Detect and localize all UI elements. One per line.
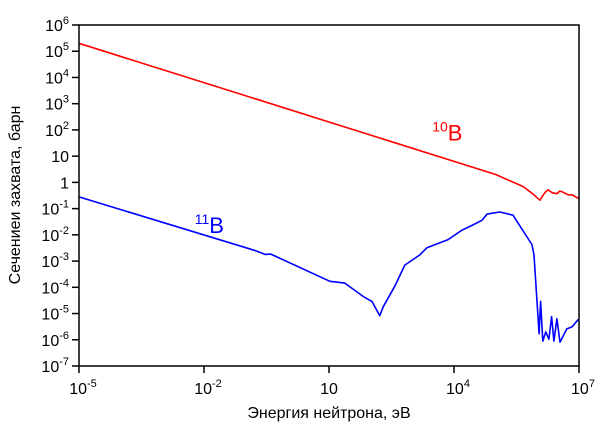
y-tick-label-exponent: -1 [59,199,69,211]
y-tick-label-exponent: 5 [63,41,69,53]
y-tick-label-base: 10 [41,280,59,297]
y-tick-label: 102 [45,120,69,140]
series-line-10B [78,42,580,201]
y-tick-label-exponent: -6 [59,330,69,342]
y-tick-label: 10-2 [41,225,69,245]
y-tick-label: 10 [51,149,69,166]
x-tick-label-exponent: -5 [87,378,97,390]
y-tick-label: 10-7 [41,356,69,376]
x-tick-label: 104 [446,378,470,398]
y-tick-label: 10-6 [41,330,69,350]
y-tick-label-base: 10 [51,149,69,166]
y-tick-label-exponent: 3 [63,94,69,106]
series-label-10B: 10B [432,118,462,145]
y-tick-label: 103 [45,94,69,114]
y-tick-label-exponent: -2 [59,225,69,237]
isotope-symbol: B [209,213,224,238]
x-axis-label: Энергия нейтрона, эВ [247,405,410,422]
y-tick-label-base: 10 [45,70,63,87]
y-tick-label-base: 10 [45,44,63,61]
y-tick-label-exponent: -7 [59,356,69,368]
y-tick-label: 10-5 [41,304,69,324]
ticks-layer: 10610510410310210110-110-210-310-410-510… [41,15,595,398]
x-tick-label-base: 10 [571,381,589,398]
y-tick-label: 1 [60,175,69,192]
y-tick-label-base: 10 [41,359,59,376]
x-tick-label: 10-5 [69,378,97,398]
y-tick-label: 10-3 [41,251,69,271]
y-tick-label-base: 10 [41,307,59,324]
series-label-11B: 11B [195,211,224,238]
x-tick-label-exponent: 4 [464,378,470,390]
y-tick-label: 104 [45,67,69,87]
isotope-mass: 11 [195,211,210,227]
y-tick-label-exponent: -3 [59,251,69,263]
x-tick-label: 10-2 [194,378,222,398]
y-tick-label-base: 10 [45,97,63,114]
x-tick-label-base: 10 [446,381,464,398]
y-tick-label-exponent: 4 [63,67,69,79]
y-axis-label: Сечениеи захвата, барн [7,106,24,285]
y-tick-label: 105 [45,41,69,61]
y-tick-label-base: 10 [41,202,59,219]
y-tick-label-exponent: -4 [59,277,69,289]
plot-frame [78,24,580,367]
y-tick-label-base: 10 [41,254,59,271]
x-tick-label-base: 10 [194,381,212,398]
series-line-11B [78,196,580,343]
y-tick-label-base: 10 [41,228,59,245]
y-tick-label-base: 10 [45,18,63,35]
y-tick-label: 10-4 [41,277,69,297]
y-tick-label-base: 1 [60,175,69,192]
isotope-mass: 10 [432,118,448,134]
y-tick-label-exponent: 2 [63,120,69,132]
isotope-symbol: B [448,120,463,145]
x-tick-label: 107 [571,378,595,398]
series-layer [78,42,580,343]
y-tick-label: 106 [45,15,69,35]
y-tick-label-base: 10 [41,333,59,350]
y-tick-label-exponent: -5 [59,304,69,316]
x-tick-label: 10 [320,381,338,398]
y-tick-label-base: 10 [45,123,63,140]
x-tick-label-base: 10 [69,381,87,398]
y-tick-label-exponent: 6 [63,15,69,27]
y-tick-label: 10-1 [41,199,69,219]
x-tick-label-base: 10 [320,381,338,398]
x-tick-label-exponent: 7 [589,378,595,390]
x-tick-label-exponent: -2 [212,378,222,390]
